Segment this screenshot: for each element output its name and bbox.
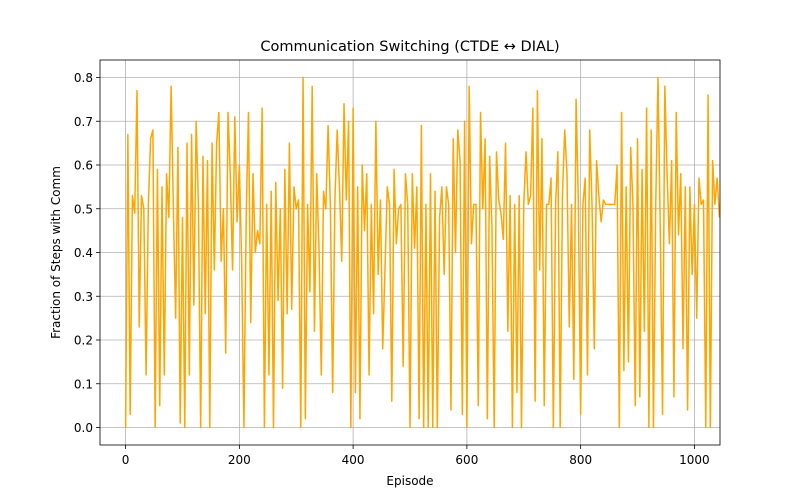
chart-title: Communication Switching (CTDE ↔ DIAL) — [260, 39, 559, 55]
series-line — [124, 76, 720, 429]
y-tick-label: 0.3 — [74, 290, 93, 304]
y-tick-label: 0.0 — [74, 421, 93, 435]
y-tick-label: 0.8 — [74, 71, 93, 85]
y-axis-label: Fraction of Steps with Comm — [49, 166, 63, 339]
x-tick-label: 0 — [122, 453, 130, 467]
y-tick-label: 0.7 — [74, 115, 93, 129]
plot-area — [124, 76, 720, 429]
x-tick-label: 600 — [455, 453, 478, 467]
x-tick-label: 1000 — [679, 453, 710, 467]
x-axis: 0 200 400 600 800 1000 — [122, 445, 710, 467]
y-tick-label: 0.5 — [74, 202, 93, 216]
x-tick-label: 400 — [342, 453, 365, 467]
x-tick-label: 200 — [228, 453, 251, 467]
y-axis: 0.0 0.1 0.2 0.3 0.4 0.5 0.6 0.7 0.8 — [74, 71, 100, 435]
x-axis-label: Episode — [386, 474, 433, 488]
x-tick-label: 800 — [569, 453, 592, 467]
y-tick-label: 0.2 — [74, 334, 93, 348]
y-tick-label: 0.1 — [74, 377, 93, 391]
y-tick-label: 0.6 — [74, 159, 93, 173]
y-tick-label: 0.4 — [74, 246, 93, 260]
